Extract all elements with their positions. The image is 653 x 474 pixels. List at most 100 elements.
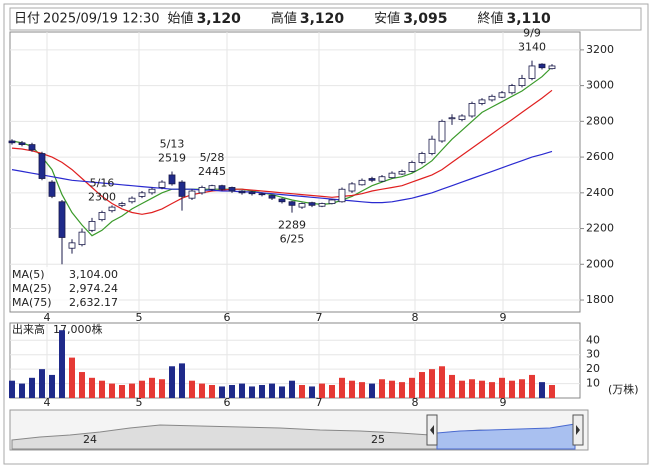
annotation-label: 9/9 xyxy=(523,27,541,40)
annotation-label: 5/16 xyxy=(90,177,115,190)
header-label: 日付 xyxy=(14,12,40,27)
volume-bar xyxy=(299,385,305,398)
volume-title: 出来高 xyxy=(12,322,45,336)
volume-bar xyxy=(449,374,455,398)
header-value: 3,120 xyxy=(197,11,242,27)
candle-body xyxy=(458,115,466,120)
candle-body xyxy=(488,95,496,101)
annotation-value: 2519 xyxy=(158,152,186,165)
candle-body xyxy=(298,203,306,208)
volume-bar xyxy=(469,379,475,398)
volume-bar xyxy=(189,380,195,398)
volume-bar xyxy=(379,379,385,398)
candle-body xyxy=(318,203,326,207)
volume-bar xyxy=(279,386,285,398)
y-tick-label: 30 xyxy=(586,348,600,361)
volume-bar xyxy=(129,383,135,398)
candle-body xyxy=(418,153,426,163)
volume-bar xyxy=(389,380,395,398)
y-tick-label: 2600 xyxy=(586,150,614,163)
volume-bar xyxy=(159,379,165,398)
y-tick-label: 10 xyxy=(586,377,600,390)
header-label: 終値 xyxy=(477,11,503,27)
candle-body xyxy=(18,142,26,145)
y-tick-label: 2000 xyxy=(586,257,614,270)
volume-bar xyxy=(369,383,375,398)
volume-bar xyxy=(499,377,505,398)
volume-bar xyxy=(139,380,145,398)
header-value: 3,110 xyxy=(507,11,552,27)
volume-bar xyxy=(49,374,55,398)
y-tick-label: 20 xyxy=(586,362,600,375)
volume-bar xyxy=(69,357,75,398)
handle-arrow xyxy=(430,425,434,435)
candle-body xyxy=(198,187,206,194)
candle-body xyxy=(278,198,286,203)
candle-body xyxy=(408,162,416,172)
candle-body xyxy=(108,206,116,212)
candle-body xyxy=(338,188,346,203)
y-tick-label: 2200 xyxy=(586,222,614,235)
legend-value: 2,632.17 xyxy=(69,296,118,309)
volume-bar xyxy=(239,383,245,398)
candle-body xyxy=(118,203,126,206)
annotation-value: 3140 xyxy=(518,41,546,54)
y-tick-label: 40 xyxy=(586,333,600,346)
candle-body xyxy=(258,193,266,196)
x-tick-label: 8 xyxy=(412,396,419,409)
volume-unit: (万株) xyxy=(608,382,639,396)
volume-bar xyxy=(479,380,485,398)
candle-body xyxy=(158,181,166,188)
candle-body xyxy=(68,242,76,249)
candle-body xyxy=(48,181,56,197)
candle-body xyxy=(58,201,66,238)
x-tick-label: 6 xyxy=(224,311,231,324)
x-tick-label: 6 xyxy=(224,396,231,409)
volume-bar xyxy=(459,380,465,398)
annotation-value: 2289 xyxy=(278,219,306,232)
header-value: 3,120 xyxy=(300,11,345,27)
candle-body xyxy=(288,201,296,206)
legend-value: 3,104.00 xyxy=(69,268,118,281)
candle-body xyxy=(218,185,226,190)
volume-bar xyxy=(439,366,445,398)
candle-body xyxy=(178,181,186,197)
candle-body xyxy=(308,202,316,206)
volume-bar xyxy=(269,383,275,398)
candle-body xyxy=(428,138,436,154)
volume-bar xyxy=(219,386,225,398)
candle-body xyxy=(478,99,486,104)
volume-bar xyxy=(399,382,405,398)
volume-bar xyxy=(109,383,115,398)
candle-body xyxy=(38,153,46,179)
volume-bar xyxy=(409,377,415,398)
legend-name: MA(25) xyxy=(12,282,52,295)
x-tick-label: 7 xyxy=(316,396,323,409)
volume-bar xyxy=(179,363,185,398)
volume-bar xyxy=(199,383,205,398)
volume-bar xyxy=(79,372,85,398)
legend-name: MA(75) xyxy=(12,296,52,309)
header-label: 高値 xyxy=(271,11,297,27)
volume-bar xyxy=(19,383,25,398)
y-tick-label: 2800 xyxy=(586,114,614,127)
annotation-value: 2300 xyxy=(88,191,116,204)
candle-body xyxy=(348,183,356,192)
volume-bar xyxy=(9,380,15,398)
volume-bar xyxy=(319,383,325,398)
header-value: 3,095 xyxy=(403,11,447,27)
y-tick-label: 3000 xyxy=(586,79,614,92)
volume-bar xyxy=(429,369,435,398)
volume-bar xyxy=(119,385,125,398)
candle-body xyxy=(248,191,256,195)
candle-body xyxy=(148,188,156,194)
candle-body xyxy=(508,85,516,94)
candle-body xyxy=(208,185,216,190)
navigator-label: 24 xyxy=(83,433,97,446)
volume-bar xyxy=(349,380,355,398)
x-tick-label: 4 xyxy=(44,396,51,409)
volume-bar xyxy=(229,385,235,398)
volume-bar xyxy=(29,377,35,398)
legend-value: 2,974.24 xyxy=(69,282,118,295)
